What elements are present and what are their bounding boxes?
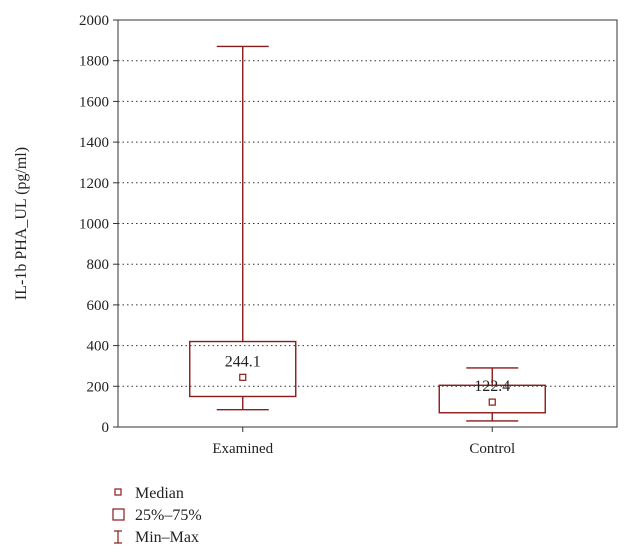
y-axis-ticks: 0 200 400 600 800 1000 1200 1400 1600 1800 2000 (79, 13, 118, 436)
median-marker (488, 398, 496, 406)
y-tick-label: 2000 (79, 13, 109, 29)
median-marker (239, 373, 247, 381)
y-tick-label: 400 (87, 339, 110, 355)
x-tick-label: Examined (212, 441, 273, 457)
legend-label: 25%–75% (135, 507, 202, 524)
y-tick-label: 1400 (79, 135, 109, 151)
legend: Median 25%–75% Min–Max (112, 485, 202, 546)
median-label: 122.4 (474, 378, 510, 395)
x-axis-ticks: Examined Control (212, 427, 515, 457)
legend-item: Min–Max (114, 529, 199, 546)
box-icon (112, 508, 125, 521)
iqr-box (438, 384, 546, 414)
legend-item: Median (114, 485, 184, 502)
y-tick-label: 200 (87, 379, 110, 395)
boxes: 244.1 122.4 (189, 45, 546, 422)
y-tick-label: 1600 (79, 94, 109, 110)
median-label: 244.1 (225, 353, 261, 370)
legend-item: 25%–75% (112, 507, 202, 524)
x-tick-label: Control (469, 441, 515, 457)
y-tick-label: 1800 (79, 54, 109, 70)
y-tick-label: 1000 (79, 217, 109, 233)
y-axis-label: IL-1b PHA_UL (pg/ml) (13, 147, 30, 300)
iqr-box (189, 340, 297, 398)
y-tick-label: 600 (87, 298, 110, 314)
median-square-icon (114, 488, 122, 496)
box-examined: 244.1 (189, 45, 297, 411)
legend-label: Median (135, 485, 184, 502)
whisker-icon (114, 530, 122, 544)
legend-label: Min–Max (135, 529, 199, 546)
y-tick-label: 1200 (79, 176, 109, 192)
box-control: 122.4 (438, 367, 546, 422)
grid-lines (118, 60, 617, 387)
y-tick-label: 0 (102, 420, 110, 436)
y-tick-label: 800 (87, 257, 110, 273)
